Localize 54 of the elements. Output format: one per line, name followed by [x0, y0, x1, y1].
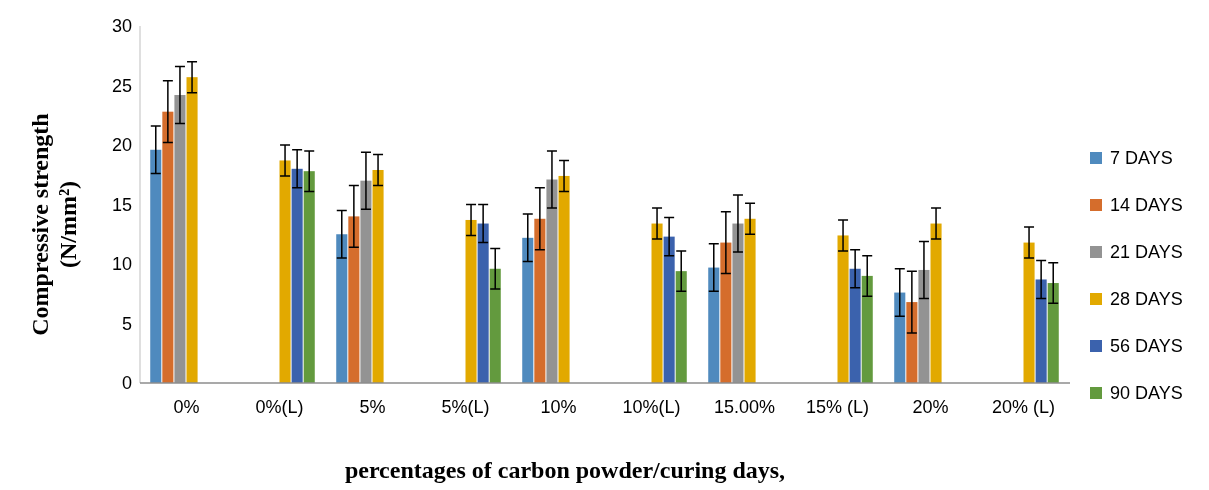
x-axis-title: percentages of carbon powder/curing days,	[344, 457, 786, 483]
bar	[1047, 283, 1059, 383]
y-tick-label: 30	[111, 16, 132, 37]
bar	[162, 111, 174, 383]
bar	[477, 223, 489, 383]
bar	[522, 237, 534, 383]
bar	[849, 268, 861, 383]
y-tick-label: 5	[121, 313, 132, 334]
bar	[465, 219, 477, 383]
legend-label: 21 DAYS	[1110, 242, 1183, 263]
bar	[720, 242, 732, 383]
bar	[894, 292, 906, 383]
bar	[534, 218, 546, 383]
x-tick-label: 20% (L)	[991, 397, 1056, 417]
bar	[303, 171, 315, 383]
y-tick-label: 25	[111, 75, 132, 96]
legend-label: 28 DAYS	[1110, 289, 1183, 310]
legend-label: 14 DAYS	[1110, 195, 1183, 216]
bar	[744, 218, 756, 383]
y-tick-label: 20	[111, 135, 132, 156]
x-tick-label: 5%	[359, 397, 386, 417]
bar	[1023, 242, 1035, 383]
bar	[1035, 279, 1047, 383]
legend-label: 90 DAYS	[1110, 383, 1183, 404]
y-axis-title: Compressive strength (N/mm²)	[27, 113, 81, 336]
bar	[708, 267, 720, 383]
x-tick-label: 10%	[540, 397, 577, 417]
bar	[558, 175, 570, 383]
x-tick-label: 0%(L)	[255, 397, 304, 417]
bar	[279, 160, 291, 383]
x-tick-label: 15% (L)	[805, 397, 870, 417]
bar	[372, 169, 384, 383]
legend-label: 56 DAYS	[1110, 336, 1183, 357]
x-tick-label: 15.00%	[713, 397, 776, 417]
bar	[675, 271, 687, 383]
x-tick-label: 10%(L)	[622, 397, 681, 417]
legend-label: 7 DAYS	[1110, 148, 1173, 169]
bar	[291, 168, 303, 383]
bar	[336, 234, 348, 383]
bar	[186, 77, 198, 383]
y-tick-label: 15	[111, 194, 132, 215]
bar	[150, 149, 162, 383]
y-tick-label: 10	[111, 254, 132, 275]
bar	[489, 268, 501, 383]
y-tick-label: 0	[121, 373, 132, 394]
x-tick-label: 5%(L)	[441, 397, 490, 417]
bar	[663, 236, 675, 383]
x-tick-label: 20%	[912, 397, 949, 417]
bar	[861, 275, 873, 383]
bar	[837, 235, 849, 383]
x-tick-label: 0%	[173, 397, 200, 417]
bar	[348, 216, 360, 383]
bar	[651, 223, 663, 383]
bar	[930, 223, 942, 383]
